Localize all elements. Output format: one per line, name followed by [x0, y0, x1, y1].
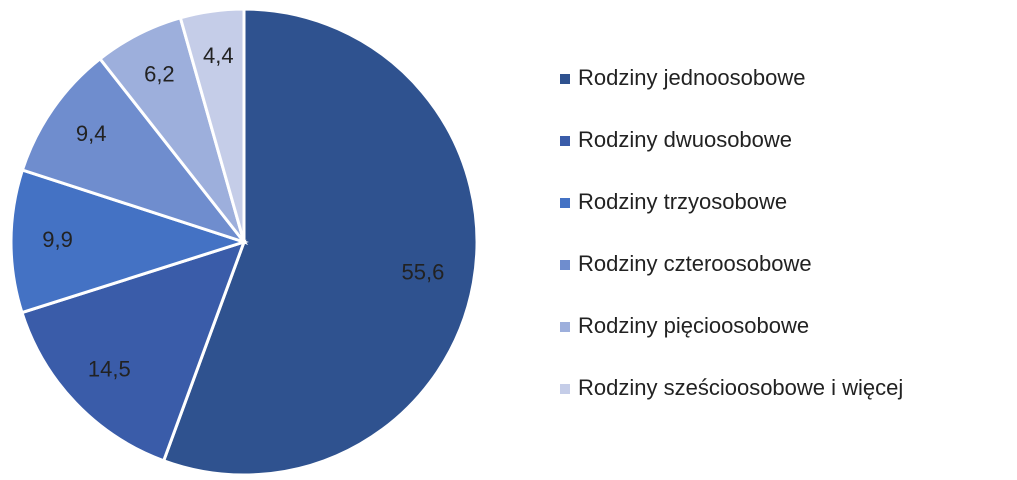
- legend-label: Rodziny sześcioosobowe i więcej: [578, 375, 903, 400]
- legend-swatch: [560, 384, 570, 394]
- pie-slice: [161, 7, 479, 477]
- legend-label: Rodziny trzyosobowe: [578, 189, 787, 214]
- legend-label: Rodziny pięcioosobowe: [578, 313, 809, 338]
- legend-swatch: [560, 322, 570, 332]
- legend-swatch: [560, 136, 570, 146]
- pie-slice: [178, 7, 246, 243]
- legend-label: Rodziny czteroosobowe: [578, 251, 812, 276]
- legend-swatch: [560, 260, 570, 270]
- legend-swatch: [560, 74, 570, 84]
- data-label: 4,4: [203, 43, 234, 68]
- pie-slice: [20, 56, 249, 245]
- legend-label: Rodziny dwuosobowe: [578, 127, 792, 152]
- data-label: 55,6: [402, 260, 445, 285]
- legend-label: Rodziny jednoosobowe: [578, 65, 806, 90]
- data-label: 14,5: [88, 357, 131, 382]
- data-label: 9,4: [76, 121, 107, 146]
- data-label: 9,9: [42, 227, 73, 252]
- pie-slice: [9, 168, 249, 315]
- data-label: 6,2: [144, 62, 175, 87]
- pie-slice: [20, 239, 247, 463]
- legend-swatch: [560, 198, 570, 208]
